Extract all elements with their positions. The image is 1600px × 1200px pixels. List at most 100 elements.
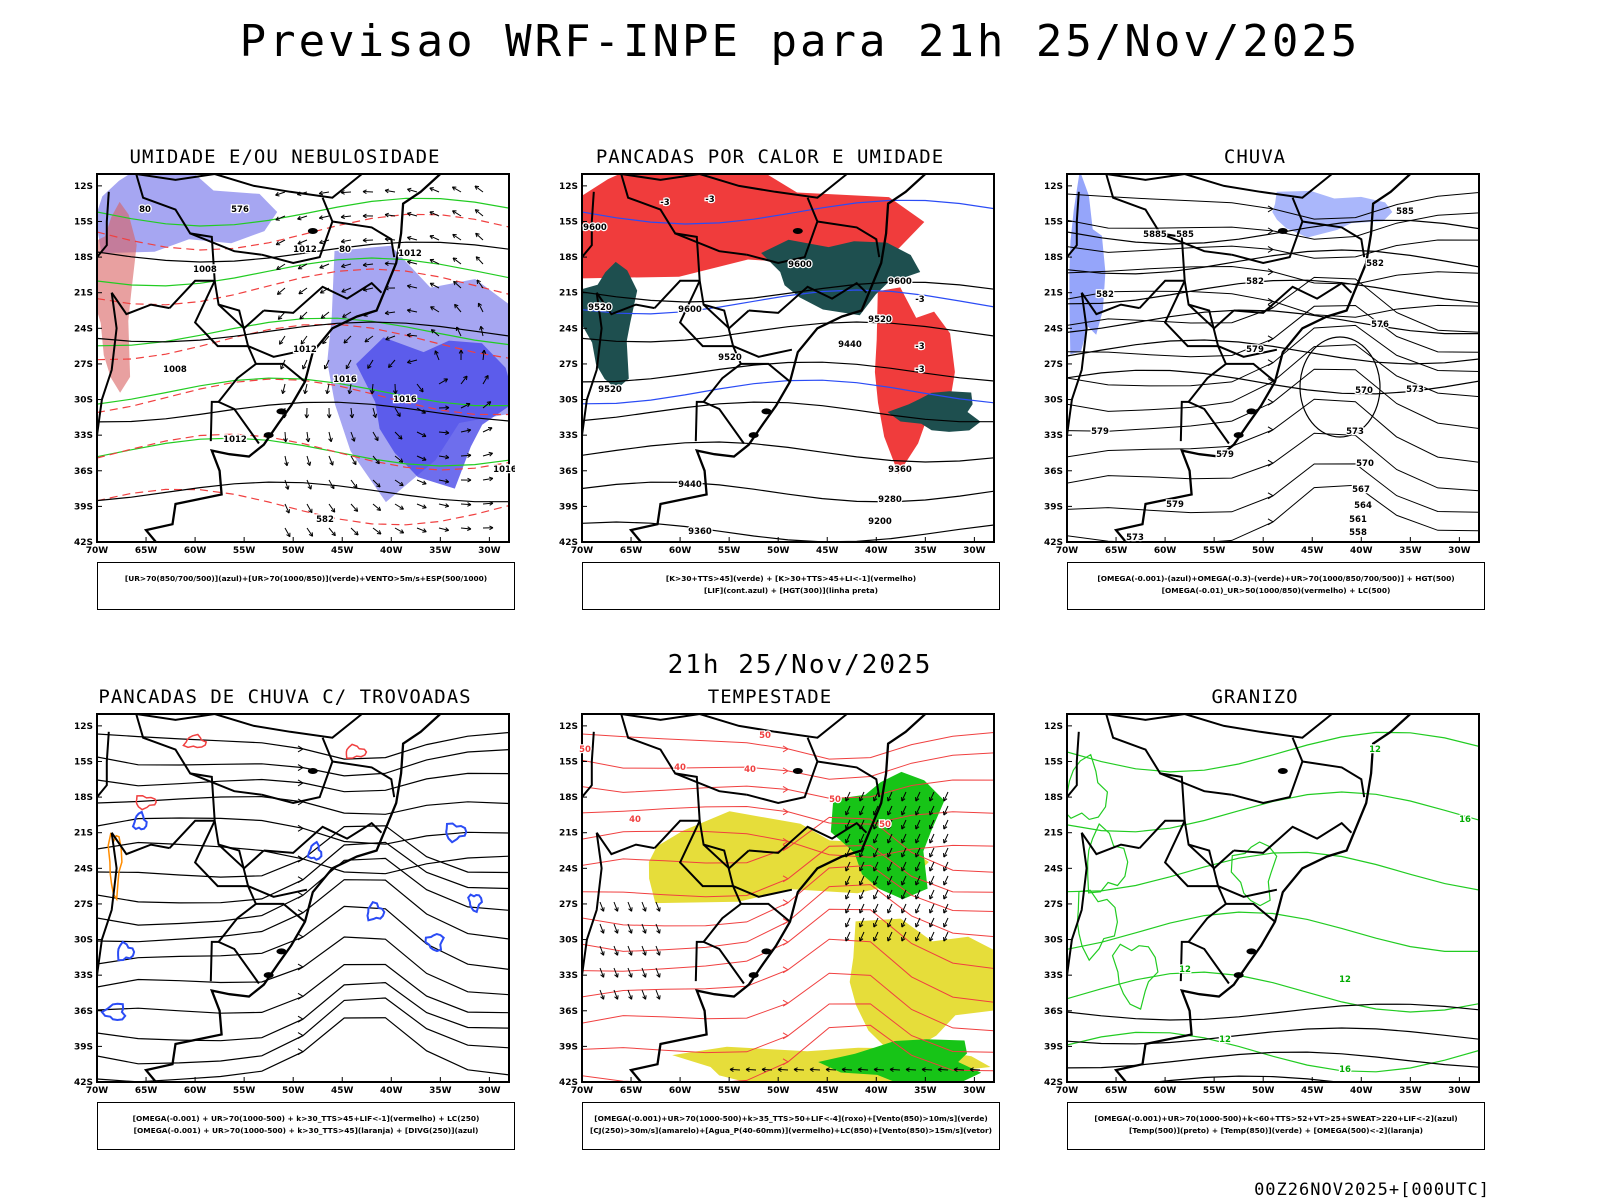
streamline (1067, 212, 1479, 240)
wind-vector (350, 527, 359, 536)
border-line (209, 400, 219, 442)
wind-vector (873, 847, 879, 858)
coastline (628, 714, 927, 1082)
wind-vector (385, 311, 396, 314)
border-line (653, 819, 700, 849)
border-line (1080, 292, 1140, 316)
border-line (678, 280, 734, 348)
divergence-contour (424, 932, 445, 953)
wind-vector (841, 1068, 853, 1071)
wind-vector (453, 280, 462, 289)
wind-vector-head (444, 479, 450, 484)
wind-vector-head (481, 349, 487, 354)
wind-vector (324, 359, 330, 370)
wind-vector (322, 335, 330, 345)
wind-vector (845, 805, 851, 816)
wind-vector-head (362, 262, 367, 268)
lat-tick-label: 42S (74, 538, 93, 548)
lon-tick-label: 45W (816, 546, 839, 556)
wind-vector (452, 210, 462, 217)
lon-tick-label: 50W (767, 546, 790, 556)
wind-vector-head (953, 1067, 958, 1072)
wind-vector (887, 917, 893, 928)
temp850-contour (1111, 943, 1159, 1010)
wind-vector (275, 191, 286, 196)
wind-vector (745, 1068, 757, 1071)
contour-label: 16 (1459, 815, 1471, 825)
wind-vector (306, 503, 313, 513)
wind-vector (328, 527, 336, 537)
wind-vector (297, 239, 308, 245)
wind-vector-head (375, 459, 380, 465)
streamline (582, 752, 994, 780)
wind-vector-head (915, 797, 920, 802)
wind-vector (394, 527, 404, 534)
main-title: Previsao WRF-INPE para 21h 25/Nov/2025 (239, 16, 1361, 67)
wind-vector-head (859, 937, 864, 942)
lon-tick-label: 65W (620, 1086, 643, 1096)
wind-vector-head (340, 190, 345, 195)
wind-vector-head (929, 811, 934, 816)
contour-label: 561 (1349, 515, 1367, 525)
lon-tick-label: 70W (571, 1086, 594, 1096)
wind-vector (859, 931, 865, 942)
border-line (1067, 731, 1080, 798)
wind-vector (350, 407, 353, 418)
wind-vector (655, 967, 661, 978)
wind-vector-head (915, 825, 920, 830)
wind-vector-head (489, 525, 494, 531)
divergence-contour (467, 893, 483, 914)
wind-vector (943, 819, 949, 830)
streamline (97, 841, 509, 875)
wind-vector (407, 309, 418, 313)
wind-vector (613, 967, 619, 978)
wind-vector-head (489, 501, 494, 506)
wind-vector-head (444, 454, 450, 460)
rain-shade (1069, 174, 1106, 355)
wind-vector (859, 903, 865, 914)
isoline (1067, 1051, 1479, 1069)
wind-vector (341, 287, 352, 293)
wind-vector-head (901, 895, 906, 900)
wind-vector (915, 903, 921, 914)
lat-tick-label: 24S (74, 864, 93, 874)
border-line (1231, 197, 1304, 265)
wind-vector (943, 903, 949, 914)
wind-vector-head (845, 881, 850, 886)
streamline-arrow (782, 918, 789, 926)
wind-vector (901, 805, 907, 816)
panel-title: UMIDADE E/OU NEBULOSIDADE (129, 146, 441, 168)
wind-vector-head (873, 1067, 878, 1072)
wind-vector-head (873, 923, 878, 928)
legend-box: [OMEGA(-0.001)+UR>70(1000-500)+k<60+TTS>… (1067, 1102, 1485, 1150)
wind-vector-head (452, 210, 457, 215)
wind-vector-head (463, 375, 468, 381)
streamline (97, 841, 509, 904)
wind-vector (915, 805, 921, 816)
wind-vector-head (422, 456, 427, 461)
isoline (1067, 911, 1479, 952)
lake-marker (761, 408, 772, 415)
border-line (97, 191, 110, 258)
wind-vector-head (859, 881, 864, 886)
divergence-contour (100, 1002, 127, 1022)
lake-marker (748, 432, 759, 439)
map-frame (581, 173, 995, 543)
wind-vector-head (845, 895, 850, 900)
wind-vector-head (887, 797, 892, 802)
wind-vector (845, 889, 851, 900)
wind-vector-head (474, 185, 480, 190)
contour-label: 40 (629, 815, 641, 825)
wind-vector (482, 401, 492, 409)
wind-vector (873, 1068, 885, 1071)
wind-vector (302, 359, 308, 370)
isoline (97, 401, 509, 423)
isoline (97, 488, 509, 526)
wind-vector-head (600, 973, 605, 978)
wind-vector-head (364, 338, 370, 343)
wind-vector-head (318, 215, 324, 220)
lat-tick-label: 39S (74, 1042, 93, 1052)
contour-label: 582 (1246, 277, 1264, 287)
streamline-arrow (782, 999, 789, 1007)
contour-label: 12 (1179, 965, 1191, 975)
